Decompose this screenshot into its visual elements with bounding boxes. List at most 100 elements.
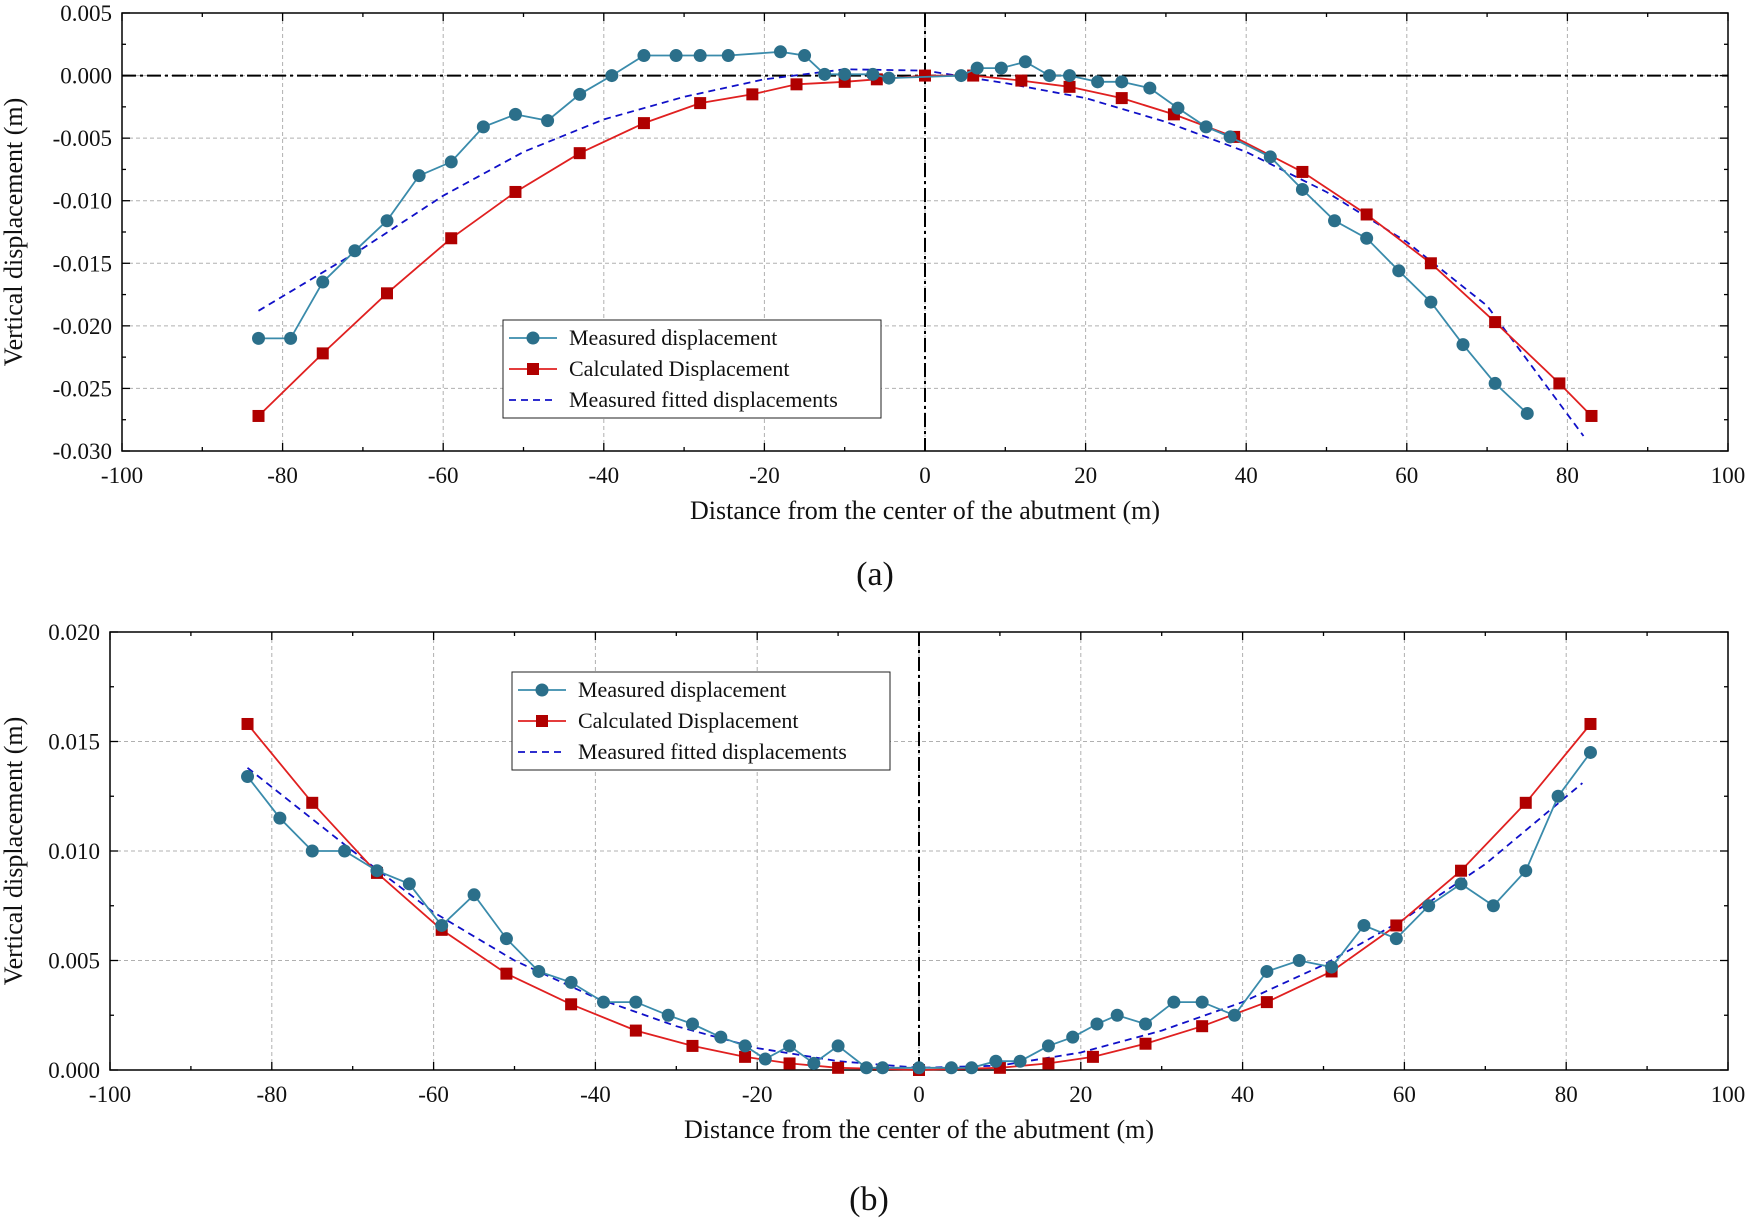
data-point-measured: [1041, 1039, 1055, 1053]
legend: Measured displacement Calculated Displace…: [511, 671, 891, 771]
x-tick-label: -40: [588, 463, 619, 488]
data-point-calculated: [1042, 1057, 1055, 1070]
data-point-calculated: [1455, 864, 1468, 877]
data-point-measured: [1013, 1054, 1027, 1068]
x-axis-title: Distance from the center of the abutment…: [690, 496, 1160, 525]
data-point-calculated: [783, 1057, 796, 1070]
y-tick-label: -0.020: [53, 314, 112, 339]
x-tick-label: 40: [1235, 463, 1258, 488]
x-tick-label: 20: [1074, 463, 1097, 488]
data-point-calculated: [509, 185, 522, 198]
series-line-fitted: [258, 68, 1585, 437]
y-tick-label: -0.005: [53, 126, 112, 151]
y-tick-label: 0.010: [48, 839, 100, 864]
data-point-measured: [1424, 295, 1438, 309]
panel-caption: (b): [849, 1181, 889, 1218]
data-point-measured: [1066, 1030, 1080, 1044]
data-point-measured: [532, 964, 546, 978]
y-axis-title: Vertical displacement (m): [0, 717, 28, 986]
data-point-measured: [783, 1039, 797, 1053]
data-point-calculated: [1424, 257, 1437, 270]
data-point-calculated: [832, 1061, 845, 1074]
x-axis: -100 -80 -60 -40 -20 0 20 40 60 80 100: [89, 632, 1745, 1107]
data-point-measured: [1167, 995, 1181, 1009]
data-point-measured: [965, 1061, 979, 1075]
data-point-calculated: [1360, 208, 1373, 221]
data-point-calculated: [739, 1050, 752, 1063]
data-point-measured: [1042, 69, 1056, 83]
data-point-measured: [1392, 264, 1406, 278]
data-point-measured: [1115, 75, 1129, 89]
data-point-measured: [1090, 1017, 1104, 1031]
data-point-calculated: [694, 97, 707, 110]
data-point-measured: [1223, 130, 1237, 144]
data-point-measured: [435, 918, 449, 932]
data-point-measured: [476, 120, 490, 134]
data-point-measured: [338, 844, 352, 858]
legend-label: Measured displacement: [578, 677, 786, 702]
data-point-measured: [444, 155, 458, 169]
legend-label: Measured displacement: [569, 325, 777, 350]
data-point-calculated: [1519, 796, 1532, 809]
data-point-measured: [305, 844, 319, 858]
data-point-measured: [241, 770, 255, 784]
data-point-measured: [316, 275, 330, 289]
data-point-calculated: [1063, 80, 1076, 93]
data-point-calculated: [500, 967, 513, 980]
x-tick-label: 100: [1711, 1082, 1746, 1107]
data-point-measured: [738, 1039, 752, 1053]
data-point-measured: [1389, 932, 1403, 946]
data-point-measured: [1360, 231, 1374, 245]
x-tick-label: 0: [913, 1082, 925, 1107]
data-point-measured: [1139, 1017, 1153, 1031]
series-line-fitted: [246, 767, 1583, 1069]
y-tick-label: -0.030: [53, 439, 112, 464]
data-point-calculated: [1489, 316, 1502, 329]
y-tick-label: 0.000: [60, 64, 112, 89]
data-point-measured: [944, 1061, 958, 1075]
data-point-measured: [596, 995, 610, 1009]
y-tick-label: -0.015: [53, 251, 112, 276]
data-point-measured: [807, 1056, 821, 1070]
data-point-measured: [818, 67, 832, 81]
data-point-measured: [989, 1054, 1003, 1068]
data-point-measured: [714, 1030, 728, 1044]
data-point-calculated: [1115, 92, 1128, 105]
data-point-measured: [1260, 964, 1274, 978]
legend-label: Measured fitted displacements: [569, 387, 838, 412]
y-tick-label: 0.000: [48, 1058, 100, 1083]
data-point-measured: [348, 244, 362, 258]
x-tick-label: 20: [1069, 1082, 1092, 1107]
data-point-measured: [1583, 745, 1597, 759]
data-point-measured: [1328, 214, 1342, 228]
y-axis: -0.030 -0.025 -0.020 -0.015 -0.010 -0.005 0.00…: [53, 1, 1728, 464]
data-point-measured: [876, 1061, 890, 1075]
data-point-measured: [370, 864, 384, 878]
series-group: [252, 45, 1598, 437]
data-point-measured: [1486, 899, 1500, 913]
y-axis: 0.000 0.005 0.010 0.015 0.020: [48, 620, 1728, 1083]
chart-panel-b: -100 -80 -60 -40 -20 0 20 40 60 80 1000.0000.0050.…: [0, 620, 1745, 1218]
data-point-measured: [1143, 81, 1157, 95]
data-point-measured: [637, 49, 651, 63]
data-point-calculated: [445, 232, 458, 245]
data-point-measured: [661, 1008, 675, 1022]
data-point-measured: [669, 49, 683, 63]
y-tick-label: -0.010: [53, 189, 112, 214]
data-point-calculated: [1260, 996, 1273, 1009]
legend-label: Calculated Displacement: [569, 356, 790, 381]
data-point-measured: [1325, 960, 1339, 974]
y-tick-label: 0.020: [48, 620, 100, 645]
data-point-measured: [798, 49, 812, 63]
data-point-calculated: [919, 69, 931, 82]
data-point-calculated: [565, 998, 578, 1011]
data-point-calculated: [1086, 1050, 1099, 1063]
data-point-measured: [954, 69, 968, 83]
data-point-measured: [402, 877, 416, 891]
data-point-measured: [882, 71, 896, 85]
x-axis: -100 -80 -60 -40 -20 0 20 40 60 80 100: [101, 13, 1745, 488]
legend-label: Calculated Displacement: [578, 708, 799, 733]
x-tick-label: -60: [418, 1082, 449, 1107]
legend-marker-calculated: [527, 363, 539, 375]
data-point-measured: [541, 114, 555, 128]
